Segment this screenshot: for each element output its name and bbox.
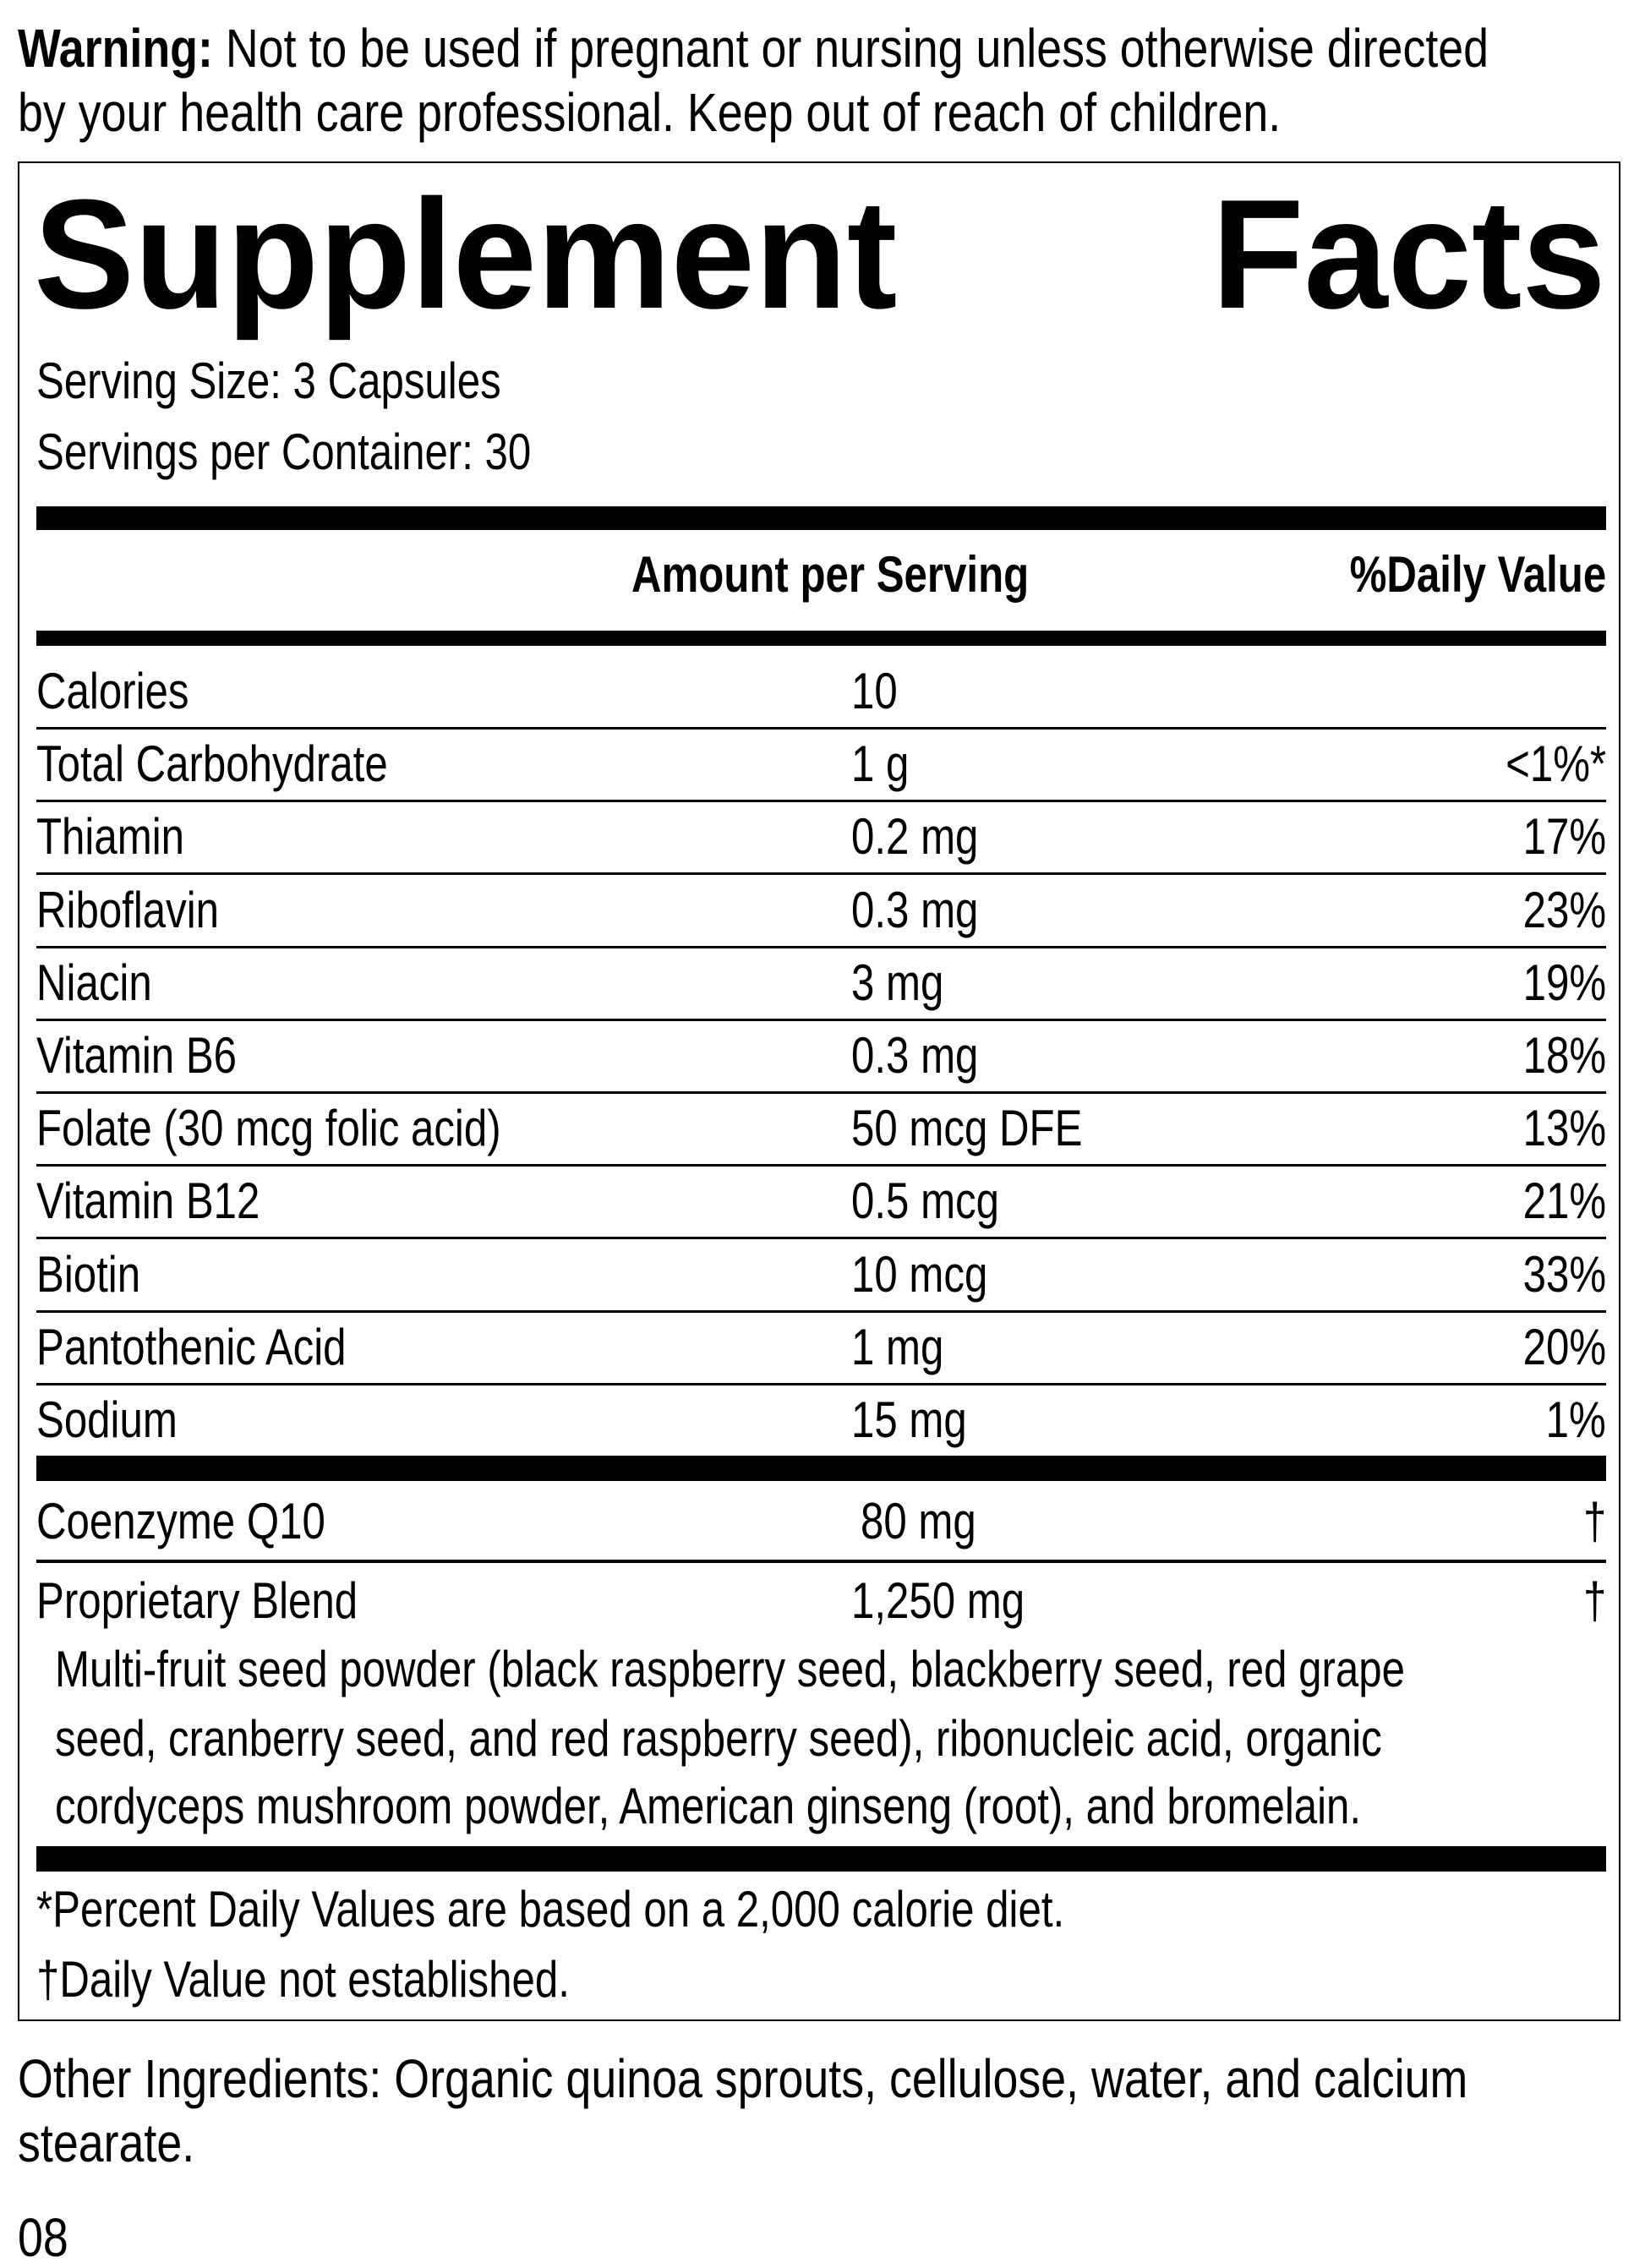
nutrient-amount: 1 mg (851, 1318, 944, 1375)
nutrient-name: Total Carbohydrate (36, 735, 388, 793)
product-code: 08 (18, 2207, 68, 2268)
nutrient-dv: 1% (1545, 1391, 1606, 1448)
nutrient-dv: † (1582, 1493, 1606, 1549)
blend-description-line: Multi-fruit seed powder (black raspberry… (55, 1641, 1406, 1697)
row-divider (36, 1560, 1606, 1563)
nutrient-name: Folate (30 mcg folic acid) (36, 1100, 501, 1157)
row-divider (36, 1164, 1606, 1167)
nutrient-amount: 80 mg (861, 1493, 976, 1549)
warning-line-2: by your health care professional. Keep o… (18, 82, 1282, 143)
row-divider (36, 1382, 1606, 1385)
nutrient-amount: 0.3 mg (851, 881, 979, 938)
nutrient-name: Thiamin (36, 808, 184, 866)
nutrient-name: Niacin (36, 954, 152, 1011)
warning-label: Warning: (18, 18, 213, 79)
row-divider (36, 945, 1606, 948)
nutrient-amount: 1,250 mg (851, 1572, 1025, 1629)
nutrient-dv: 33% (1522, 1245, 1606, 1303)
other-ingredients-line: stearate. (18, 2112, 195, 2173)
row-divider (36, 1309, 1606, 1313)
servings-per-container: Servings per Container: 30 (36, 424, 532, 480)
nutrient-name: Biotin (36, 1245, 141, 1303)
nutrient-name: Vitamin B12 (36, 1172, 260, 1230)
nutrient-dv: 18% (1522, 1027, 1606, 1084)
header-daily-value: %Daily Value (1349, 546, 1606, 603)
nutrient-amount: 50 mcg DFE (851, 1100, 1083, 1157)
nutrient-name: Riboflavin (36, 881, 220, 938)
nutrient-dv: <1%* (1506, 735, 1606, 793)
footnote-dagger: †Daily Value not established. (36, 1951, 570, 2008)
nutrient-amount: 15 mg (851, 1391, 967, 1448)
footnote-daily-values: *Percent Daily Values are based on a 2,0… (36, 1881, 1065, 1937)
warning-line-1: Warning: Not to be used if pregnant or n… (18, 19, 1489, 78)
thick-divider (36, 506, 1606, 530)
blend-description-line: seed, cranberry seed, and red raspberry … (55, 1710, 1382, 1767)
thick-divider (36, 631, 1606, 646)
supplement-facts-panel (18, 161, 1620, 2021)
row-divider (36, 727, 1606, 730)
row-divider (36, 1018, 1606, 1021)
blend-description-line: cordyceps mushroom powder, American gins… (55, 1778, 1362, 1834)
nutrient-dv: 19% (1522, 954, 1606, 1011)
warning-body: Not to be used if pregnant or nursing un… (225, 18, 1489, 79)
nutrient-amount: 10 (851, 663, 898, 719)
nutrient-dv: 13% (1522, 1100, 1606, 1157)
nutrient-name: Coenzyme Q10 (36, 1493, 325, 1549)
nutrient-dv: 21% (1522, 1172, 1606, 1230)
nutrient-dv: 20% (1522, 1318, 1606, 1375)
nutrient-amount: 0.5 mcg (851, 1172, 1000, 1230)
thick-divider (36, 1456, 1606, 1481)
nutrient-dv: † (1582, 1572, 1606, 1629)
title-supplement: Supplement (34, 167, 898, 341)
serving-size: Serving Size: 3 Capsules (36, 352, 501, 409)
nutrient-name: Vitamin B6 (36, 1027, 238, 1084)
header-amount-per-serving: Amount per Serving (631, 546, 1030, 603)
row-divider (36, 1237, 1606, 1240)
other-ingredients-line: Other Ingredients: Organic quinoa sprout… (18, 2048, 1468, 2109)
row-divider (36, 872, 1606, 876)
nutrient-amount: 10 mcg (851, 1245, 988, 1303)
nutrient-amount: 0.2 mg (851, 808, 979, 866)
nutrient-name: Calories (36, 663, 189, 719)
row-divider (36, 1091, 1606, 1094)
row-divider (36, 800, 1606, 803)
title-facts: Facts (1211, 167, 1606, 341)
nutrient-dv: 17% (1522, 808, 1606, 866)
thick-divider (36, 1846, 1606, 1872)
nutrient-amount: 0.3 mg (851, 1027, 979, 1084)
nutrient-name: Sodium (36, 1391, 178, 1448)
nutrient-amount: 1 g (851, 735, 910, 793)
nutrient-amount: 3 mg (851, 954, 944, 1011)
nutrient-dv: 23% (1522, 881, 1606, 938)
nutrient-name: Pantothenic Acid (36, 1318, 347, 1375)
nutrient-name: Proprietary Blend (36, 1572, 358, 1629)
